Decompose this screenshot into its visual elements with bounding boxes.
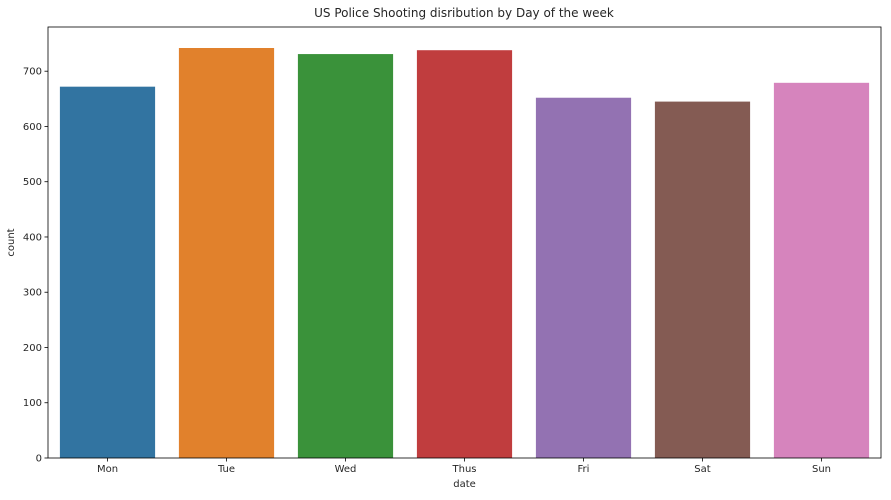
bar-wed <box>297 54 394 458</box>
y-tick-label: 500 <box>23 177 42 188</box>
x-axis: Mon Tue Wed Thus Fri Sat Sun <box>97 458 831 475</box>
y-axis-label: count <box>6 228 17 256</box>
x-tick-label: Sat <box>694 464 710 475</box>
bar-sat <box>654 101 751 458</box>
x-tick-label: Thus <box>452 464 477 475</box>
x-tick-label: Mon <box>97 464 118 475</box>
y-tick-label: 400 <box>23 232 42 243</box>
plot-frame <box>47 26 882 459</box>
bar-fri <box>535 97 632 458</box>
y-tick-label: 700 <box>23 67 42 78</box>
y-tick-label: 600 <box>23 122 42 133</box>
x-axis-label: date <box>453 479 476 490</box>
x-tick-label: Sun <box>812 464 831 475</box>
x-tick-label: Wed <box>335 464 357 475</box>
y-tick-label: 200 <box>23 343 42 354</box>
y-tick-label: 300 <box>23 288 42 299</box>
x-tick-label: Tue <box>217 464 235 475</box>
bars-group <box>59 47 870 459</box>
bar-sun <box>773 82 870 459</box>
chart-title: US Police Shooting disribution by Day of… <box>314 6 614 20</box>
bar-thus <box>416 50 513 458</box>
bar-mon <box>59 86 156 458</box>
bar-tue <box>178 47 275 458</box>
y-tick-label: 100 <box>23 398 42 409</box>
x-tick-label: Fri <box>578 464 590 475</box>
y-axis: 0 100 200 300 400 500 600 700 <box>23 67 48 465</box>
y-tick-label: 0 <box>36 454 42 465</box>
